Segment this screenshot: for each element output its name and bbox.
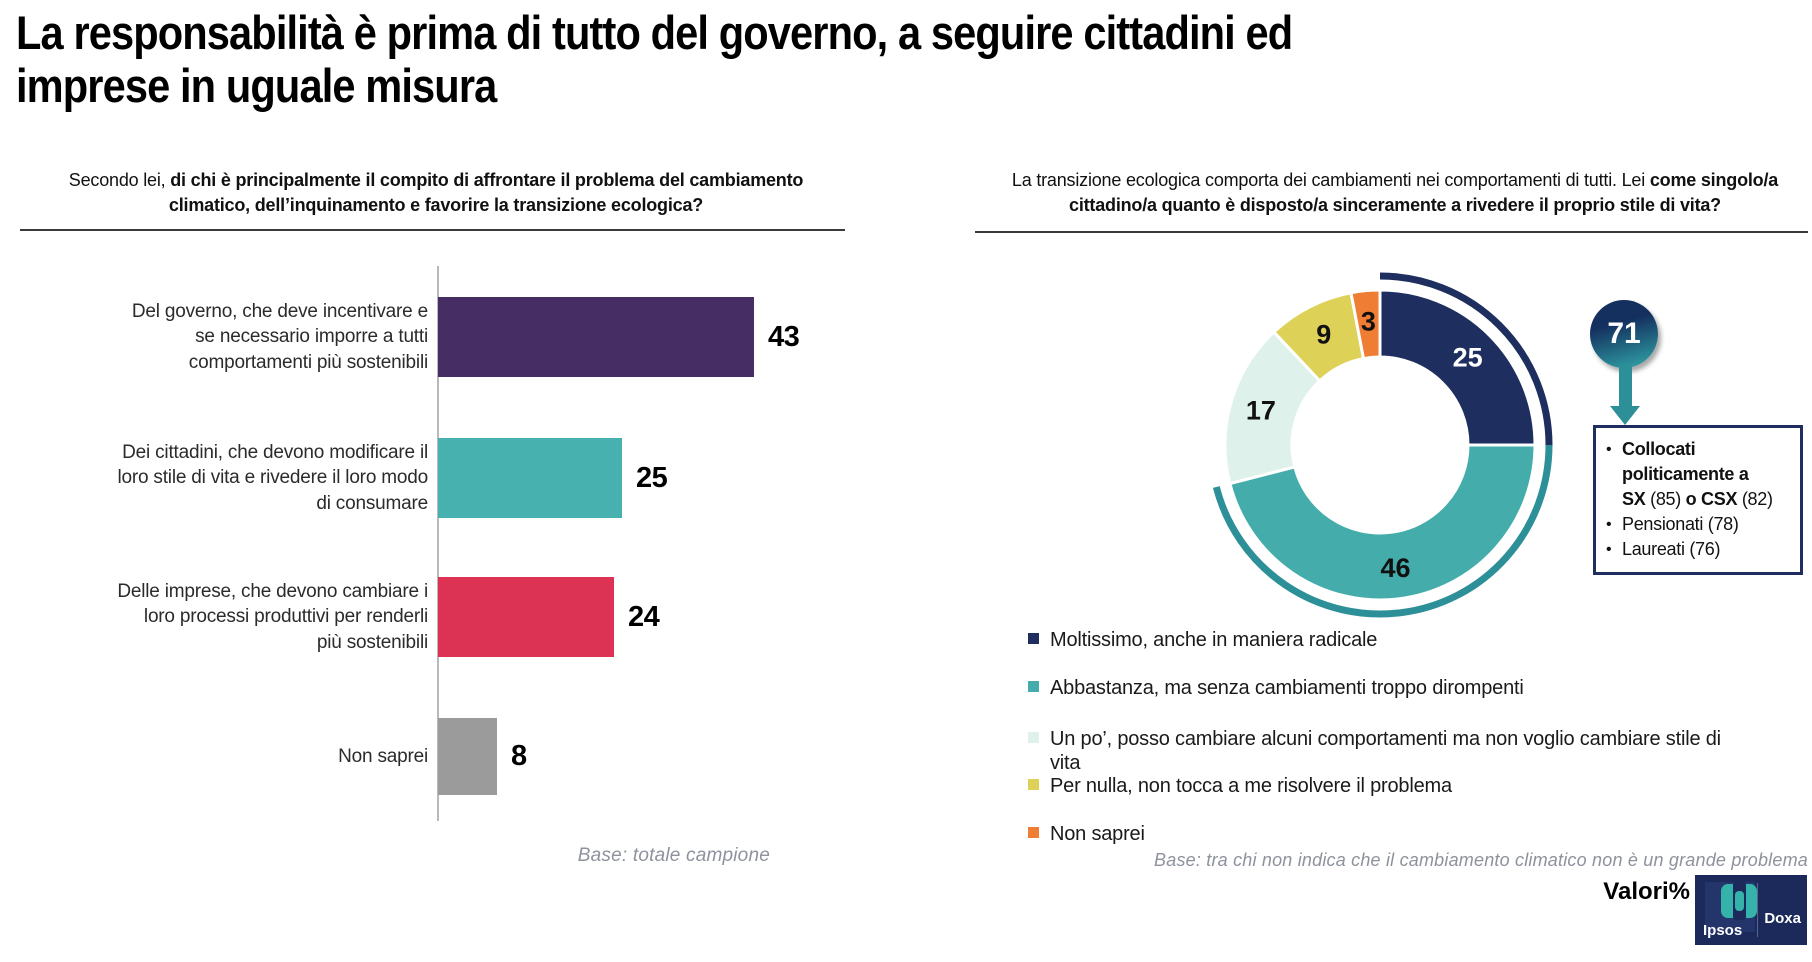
bar: [438, 297, 754, 377]
donut-value-label: 3: [1361, 307, 1376, 337]
callout-item-line: • Collocati: [1606, 437, 1794, 462]
right-question-bold: come singolo/a cittadino/a quanto è disp…: [1069, 170, 1779, 215]
legend-item: Per nulla, non tocca a me risolvere il p…: [1028, 774, 1452, 798]
donut-segment: [1378, 288, 1537, 447]
legend-label: Non saprei: [1050, 823, 1145, 845]
callout-text: SX (85) o CSX (82): [1622, 489, 1773, 509]
arrow-down-icon: [1619, 366, 1632, 406]
donut-segment: [1349, 288, 1382, 361]
legend-label: Un po’, posso cambiare alcuni comportame…: [1050, 728, 1721, 775]
callout-box: • Collocati politicamente a SX (85) o CSX (…: [1593, 425, 1803, 575]
legend-swatch: [1028, 633, 1039, 644]
donut-value-label: 46: [1381, 553, 1411, 583]
callout-text: Pensionati (78): [1622, 514, 1739, 534]
bullet-icon: [1606, 487, 1622, 512]
bar-chart: Del governo, che deve incentivare e se ne…: [20, 250, 850, 825]
callout-item-line: • Laureati (76): [1606, 537, 1794, 562]
bar-category-label: Del governo, che deve incentivare e se ne…: [131, 300, 428, 373]
bar-value-label: 24: [628, 600, 660, 633]
legend-item: Abbastanza, ma senza cambiamenti troppo …: [1028, 676, 1524, 700]
bar-row: Dei cittadini, che devono modificare il l…: [20, 438, 850, 518]
legend-label: Abbastanza, ma senza cambiamenti troppo …: [1050, 677, 1524, 699]
callout-text: Collocati: [1622, 439, 1696, 459]
bar: [438, 718, 497, 795]
legend-swatch: [1028, 827, 1039, 838]
right-chart-question: La transizione ecologica comporta dei ca…: [995, 168, 1795, 218]
bar-value-label: 8: [511, 740, 527, 772]
bar-row: Del governo, che deve incentivare e se ne…: [20, 297, 850, 377]
highlight-arc: [1212, 444, 1553, 618]
logo-separator: [1757, 883, 1758, 937]
score-bubble-value: 71: [1607, 317, 1641, 350]
bar-category-label: Dei cittadini, che devono modificare il l…: [117, 441, 428, 514]
bar: [438, 438, 622, 518]
donut-value-label: 17: [1246, 395, 1276, 425]
left-question-bold: di chi è principalmente il compito di af…: [168, 170, 804, 215]
arrow-head-icon: [1610, 406, 1640, 425]
legend-item: Moltissimo, anche in maniera radicale: [1028, 628, 1377, 652]
callout-item-line: SX (85) o CSX (82): [1606, 487, 1794, 512]
bar-chart-axis-line: [437, 266, 439, 821]
page-title: La responsabilità è prima di tutto del g…: [16, 6, 1293, 113]
legend-swatch: [1028, 779, 1039, 790]
callout-item-line: politicamente a: [1606, 462, 1794, 487]
ipsos-label: Ipsos: [1703, 922, 1743, 939]
bar-row: Delle imprese, che devono cambiare i loro…: [20, 577, 850, 657]
bar-category-label: Delle imprese, che devono cambiare i loro…: [117, 580, 428, 653]
donut-chart: 25 46 17 9 3: [1212, 272, 1553, 618]
donut-value-label: 25: [1453, 342, 1483, 372]
bar: [438, 577, 614, 657]
valori-label: Valori%: [1603, 878, 1690, 905]
bar-category-label: Non saprei: [338, 745, 428, 767]
legend-swatch: [1028, 732, 1039, 743]
bar-row: Non saprei 8: [20, 718, 850, 795]
highlight-arc: [1379, 272, 1553, 446]
legend-item: Non saprei: [1028, 822, 1145, 846]
left-question-prefix: Secondo lei,: [68, 170, 171, 190]
left-base-note: Base: totale campione: [577, 845, 770, 866]
legend-label: Per nulla, non tocca a me risolvere il p…: [1050, 775, 1452, 797]
bullet-icon: •: [1606, 541, 1612, 558]
legend-swatch: [1028, 681, 1039, 692]
legend-item: Un po’, posso cambiare alcuni comportame…: [1028, 727, 1721, 776]
donut-legend: Moltissimo, anche in maniera radicale Abb…: [1028, 620, 1812, 850]
bullet-icon: •: [1606, 441, 1612, 458]
left-divider: [20, 229, 845, 231]
donut-value-label: 9: [1316, 320, 1331, 350]
right-divider: [975, 231, 1808, 233]
logo-mark-dot: [1735, 891, 1744, 911]
callout-item-line: • Pensionati (78): [1606, 512, 1794, 537]
legend-label: Moltissimo, anche in maniera radicale: [1050, 629, 1378, 651]
right-question-prefix: La transizione ecologica comporta dei ca…: [1011, 170, 1650, 190]
score-bubble: 71: [1590, 300, 1658, 368]
right-base-note: Base: tra chi non indica che il cambiame…: [1154, 850, 1808, 870]
doxa-label: Doxa: [1764, 910, 1801, 927]
bullet-icon: [1606, 462, 1622, 487]
bullet-icon: •: [1606, 516, 1612, 533]
bar-value-label: 43: [768, 320, 800, 353]
callout-text: politicamente a: [1622, 464, 1749, 484]
left-chart-question: Secondo lei, di chi è principalmente il …: [55, 168, 817, 218]
donut-segment: [1228, 443, 1537, 602]
callout-text: Laureati (76): [1622, 539, 1721, 559]
ipsos-doxa-logo: Ipsos Doxa: [1695, 875, 1807, 945]
bar-value-label: 25: [636, 461, 668, 494]
